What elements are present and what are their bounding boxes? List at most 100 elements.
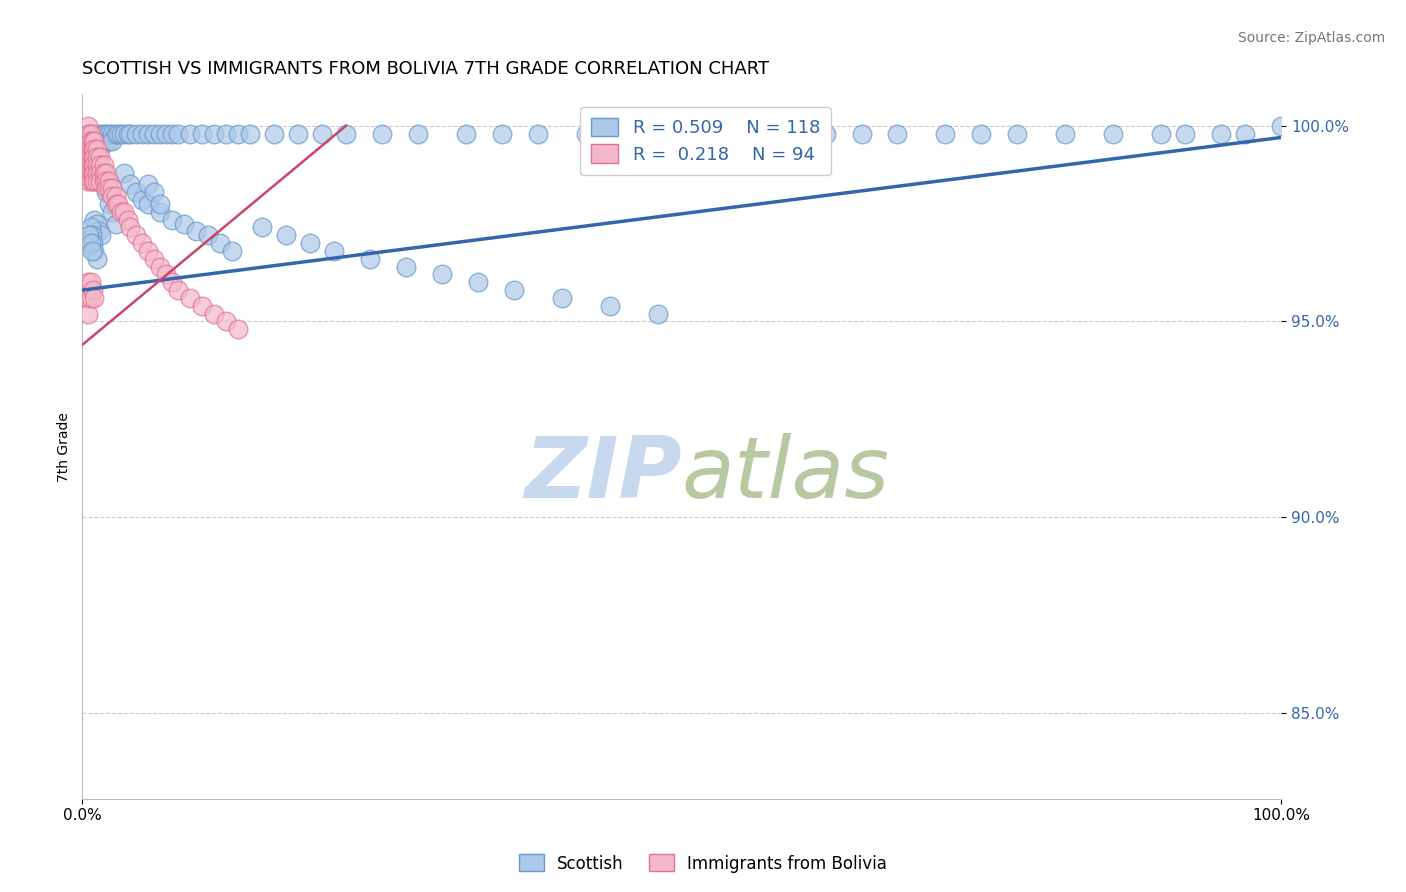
Point	[82, 135, 104, 149]
Point	[89, 173, 111, 187]
Point	[112, 166, 135, 180]
Point	[117, 127, 139, 141]
Point	[77, 158, 100, 172]
Point	[155, 127, 177, 141]
Point	[79, 127, 101, 141]
Point	[79, 220, 101, 235]
Point	[97, 127, 120, 141]
Point	[167, 283, 190, 297]
Point	[97, 181, 120, 195]
Point	[82, 158, 104, 172]
Point	[160, 127, 183, 141]
Point	[107, 197, 129, 211]
Point	[131, 193, 153, 207]
Point	[93, 178, 115, 192]
Point	[467, 275, 489, 289]
Point	[143, 127, 166, 141]
Point	[209, 236, 232, 251]
Point	[1054, 127, 1077, 141]
Point	[79, 158, 101, 172]
Point	[143, 252, 166, 266]
Point	[120, 220, 142, 235]
Point	[77, 142, 100, 156]
Point	[851, 127, 873, 141]
Point	[1211, 127, 1233, 141]
Legend: Scottish, Immigrants from Bolivia: Scottish, Immigrants from Bolivia	[512, 847, 894, 880]
Point	[202, 307, 225, 321]
Point	[299, 236, 322, 251]
Point	[86, 217, 108, 231]
Point	[160, 275, 183, 289]
Point	[371, 127, 394, 141]
Point	[82, 158, 104, 172]
Point	[250, 220, 273, 235]
Point	[502, 283, 524, 297]
Point	[96, 181, 118, 195]
Point	[274, 228, 297, 243]
Point	[82, 173, 104, 187]
Point	[110, 127, 132, 141]
Point	[77, 173, 100, 187]
Point	[149, 127, 172, 141]
Point	[454, 127, 477, 141]
Point	[1007, 127, 1029, 141]
Point	[77, 127, 100, 141]
Point	[226, 322, 249, 336]
Point	[112, 204, 135, 219]
Point	[191, 127, 214, 141]
Point	[311, 127, 333, 141]
Point	[86, 173, 108, 187]
Point	[120, 178, 142, 192]
Point	[93, 173, 115, 187]
Point	[83, 166, 105, 180]
Point	[125, 186, 148, 200]
Point	[82, 142, 104, 156]
Point	[173, 217, 195, 231]
Point	[239, 127, 262, 141]
Point	[83, 291, 105, 305]
Point	[323, 244, 346, 258]
Point	[89, 158, 111, 172]
Point	[131, 127, 153, 141]
Point	[86, 142, 108, 156]
Point	[86, 158, 108, 172]
Point	[83, 142, 105, 156]
Point	[599, 299, 621, 313]
Point	[96, 166, 118, 180]
Point	[104, 127, 127, 141]
Point	[79, 150, 101, 164]
Point	[86, 150, 108, 164]
Point	[197, 228, 219, 243]
Point	[90, 228, 112, 243]
Point	[82, 150, 104, 164]
Point	[89, 166, 111, 180]
Point	[79, 236, 101, 251]
Point	[86, 127, 108, 141]
Point	[83, 135, 105, 149]
Point	[101, 204, 124, 219]
Point	[1174, 127, 1197, 141]
Point	[112, 127, 135, 141]
Point	[79, 142, 101, 156]
Point	[202, 127, 225, 141]
Point	[79, 291, 101, 305]
Point	[671, 127, 693, 141]
Text: ZIP: ZIP	[524, 434, 682, 516]
Point	[77, 291, 100, 305]
Point	[1150, 127, 1173, 141]
Y-axis label: 7th Grade: 7th Grade	[58, 412, 72, 482]
Point	[125, 127, 148, 141]
Point	[82, 150, 104, 164]
Point	[575, 127, 598, 141]
Point	[623, 127, 645, 141]
Point	[97, 197, 120, 211]
Point	[83, 135, 105, 149]
Point	[77, 166, 100, 180]
Text: SCOTTISH VS IMMIGRANTS FROM BOLIVIA 7TH GRADE CORRELATION CHART: SCOTTISH VS IMMIGRANTS FROM BOLIVIA 7TH …	[83, 60, 769, 78]
Point	[77, 119, 100, 133]
Point	[97, 173, 120, 187]
Point	[221, 244, 243, 258]
Point	[814, 127, 837, 141]
Point	[110, 204, 132, 219]
Point	[77, 307, 100, 321]
